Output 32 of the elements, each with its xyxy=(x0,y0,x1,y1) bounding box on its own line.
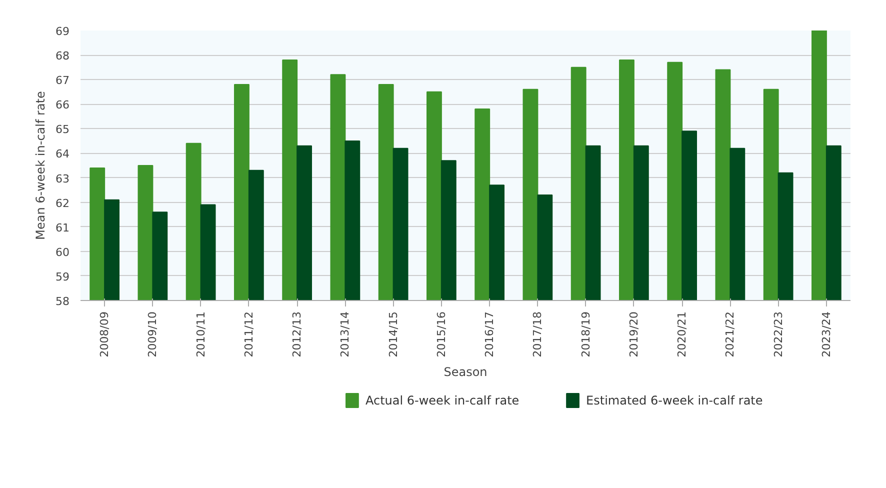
y-tick-label: 59 xyxy=(56,270,70,284)
legend-label: Actual 6-week in-calf rate xyxy=(365,394,520,408)
x-tick-label: 2019/20 xyxy=(627,311,640,358)
y-axis-title: Mean 6-week in-calf rate xyxy=(34,91,48,240)
x-tick-label: 2022/23 xyxy=(772,311,785,358)
x-axis-title: Season xyxy=(444,365,488,380)
x-tick-label: 2013/14 xyxy=(338,311,352,358)
y-tick-label: 64 xyxy=(56,148,70,161)
x-tick-label: 2011/12 xyxy=(242,311,256,358)
y-tick-label: 69 xyxy=(56,25,70,38)
y-tick-label: 65 xyxy=(56,123,70,136)
x-tick-label: 2014/15 xyxy=(386,311,400,358)
x-tick-label: 2023/24 xyxy=(820,311,833,358)
x-tick-label: 2016/17 xyxy=(483,311,496,358)
x-tick-label: 2020/21 xyxy=(676,311,689,358)
x-tick-label: 2021/22 xyxy=(724,311,737,358)
y-tick-label: 63 xyxy=(56,172,70,186)
y-tick-label: 67 xyxy=(56,74,70,88)
x-tick-label: 2015/16 xyxy=(434,311,448,358)
x-tick-label: 2008/09 xyxy=(98,311,112,358)
y-tick-label: 68 xyxy=(56,50,70,63)
y-tick-label: 61 xyxy=(56,221,70,234)
x-tick-label: 2018/19 xyxy=(579,311,592,358)
x-tick-label: 2009/10 xyxy=(146,311,160,358)
y-tick-label: 60 xyxy=(56,246,70,259)
y-tick-label: 62 xyxy=(56,196,70,210)
y-tick-label: 66 xyxy=(56,98,70,112)
x-tick-label: 2017/18 xyxy=(531,311,544,358)
y-tick-label: 58 xyxy=(56,295,70,308)
x-tick-label: 2010/11 xyxy=(194,311,208,358)
x-tick-label: 2012/13 xyxy=(290,311,304,358)
legend-label: Estimated 6-week in-calf rate xyxy=(586,394,763,408)
